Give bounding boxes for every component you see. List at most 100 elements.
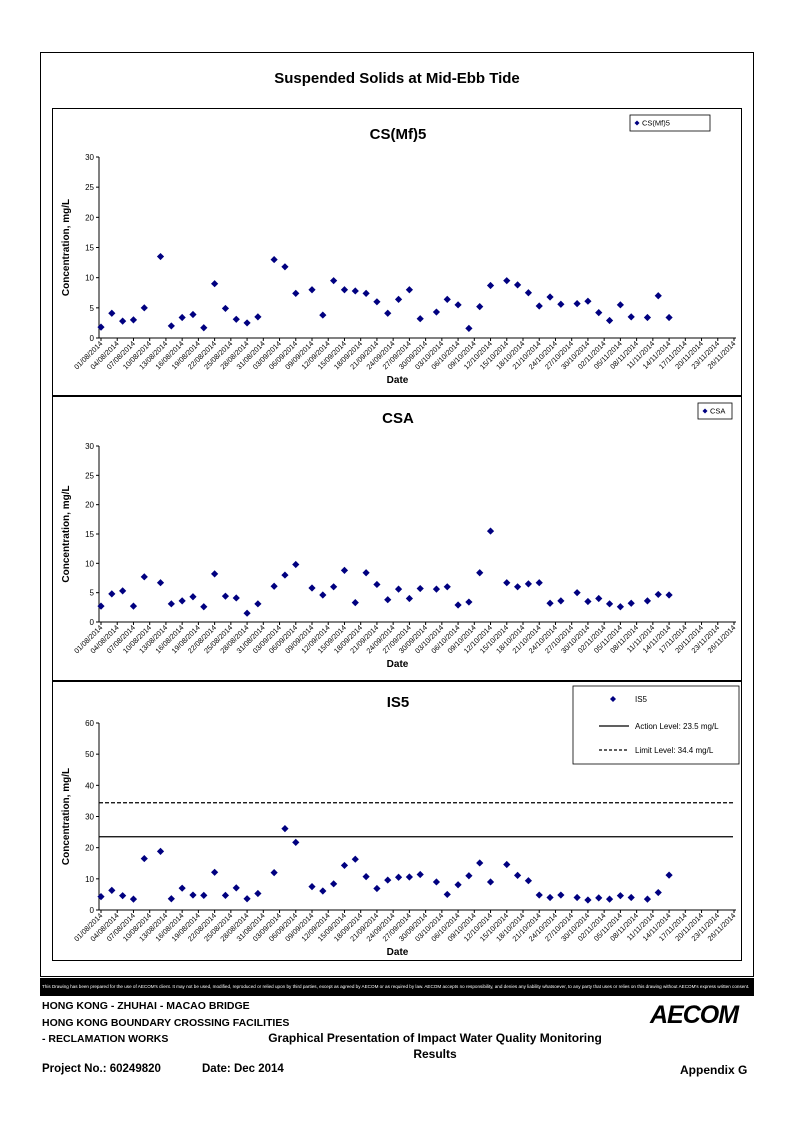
data-point: [200, 324, 208, 332]
data-point: [308, 584, 316, 592]
data-point: [178, 597, 186, 605]
data-point: [119, 587, 127, 595]
legend-reference-label: Action Level: 23.5 mg/L: [635, 722, 719, 731]
legend-label: IS5: [635, 695, 648, 704]
x-axis-label: Date: [387, 375, 409, 386]
y-axis-label: Concentration, mg/L: [61, 199, 72, 296]
data-point: [584, 896, 592, 904]
chart-title: IS5: [387, 694, 410, 711]
y-tick-label: 15: [85, 244, 94, 253]
data-point: [319, 311, 327, 319]
data-point: [97, 892, 105, 901]
data-point: [605, 600, 614, 608]
data-point: [108, 309, 116, 317]
disclaimer-bar: This Drawing has been prepared for the u…: [40, 978, 754, 996]
data-point: [573, 589, 581, 597]
data-point: [119, 892, 127, 900]
data-point: [535, 302, 543, 310]
data-point: [535, 891, 543, 899]
data-point: [454, 601, 462, 609]
data-point: [221, 891, 230, 899]
y-tick-label: 25: [85, 183, 94, 192]
data-point: [573, 300, 581, 308]
data-point: [119, 317, 127, 325]
footer-project-line1: HONG KONG - ZHUHAI - MACAO BRIDGE: [42, 1000, 250, 1012]
data-point: [503, 860, 511, 869]
data-point: [465, 598, 473, 606]
footer-date: Date: Dec 2014: [202, 1063, 284, 1075]
data-point: [292, 560, 300, 569]
data-point: [665, 313, 673, 322]
data-point: [616, 603, 624, 611]
data-point: [454, 881, 462, 889]
data-point: [605, 895, 614, 903]
data-point: [292, 838, 300, 846]
data-point: [281, 263, 289, 271]
data-point: [443, 295, 451, 303]
data-point: [394, 873, 403, 881]
data-point: [221, 304, 230, 313]
data-point: [643, 895, 652, 903]
data-point: [167, 895, 175, 903]
data-point: [513, 281, 522, 289]
data-point: [243, 895, 251, 903]
data-point: [189, 593, 197, 601]
data-point: [546, 293, 554, 301]
data-point: [573, 893, 581, 902]
y-tick-label: 0: [90, 906, 95, 915]
data-point: [211, 280, 219, 288]
y-tick-label: 25: [85, 471, 94, 480]
data-point: [643, 313, 652, 322]
data-point: [394, 585, 403, 593]
data-point: [221, 592, 230, 600]
data-point: [340, 861, 349, 870]
data-point: [211, 570, 219, 578]
data-point: [281, 571, 289, 579]
data-point: [243, 609, 251, 617]
data-point: [557, 597, 565, 605]
data-point: [454, 301, 462, 309]
data-point: [211, 868, 219, 876]
data-point: [319, 887, 327, 895]
data-point: [373, 580, 381, 589]
data-point: [351, 855, 359, 863]
y-tick-label: 30: [85, 813, 94, 822]
data-point: [405, 594, 413, 603]
data-point: [232, 884, 240, 892]
data-point: [330, 277, 338, 285]
data-point: [232, 315, 240, 323]
data-point: [476, 303, 484, 311]
y-axis-label: Concentration, mg/L: [61, 768, 72, 865]
data-point: [140, 854, 148, 863]
data-point: [616, 892, 624, 900]
data-point: [627, 893, 635, 902]
data-point: [308, 883, 316, 891]
y-tick-label: 0: [90, 334, 95, 343]
data-point: [319, 591, 327, 599]
data-point: [557, 891, 565, 899]
data-point: [627, 313, 635, 321]
data-point: [584, 597, 592, 606]
legend-box: [572, 685, 740, 765]
y-tick-label: 15: [85, 530, 94, 539]
footer-appendix: Appendix G: [680, 1063, 748, 1077]
data-point: [108, 886, 116, 894]
footer-project-line3: - RECLAMATION WORKS: [42, 1033, 169, 1045]
y-tick-label: 60: [85, 719, 94, 728]
data-point: [486, 878, 495, 886]
data-point: [384, 596, 392, 604]
data-point: [595, 894, 603, 902]
data-point: [503, 579, 511, 587]
data-point: [384, 309, 392, 317]
data-point: [432, 878, 441, 886]
x-axis-label: Date: [387, 947, 409, 958]
data-point: [595, 594, 603, 603]
footer-project-number: Project No.: 60249820: [42, 1063, 161, 1075]
chart-title: CS(Mf)5: [370, 126, 427, 143]
data-point: [129, 895, 138, 903]
data-point: [362, 569, 370, 577]
data-point: [465, 324, 473, 332]
footer-drawing-title: Graphical Presentation of Impact Water Q…: [268, 1031, 602, 1061]
chart-csa: CSA05101520253001/08/201404/08/201407/08…: [61, 402, 737, 670]
y-axis-label: Concentration, mg/L: [61, 485, 72, 582]
